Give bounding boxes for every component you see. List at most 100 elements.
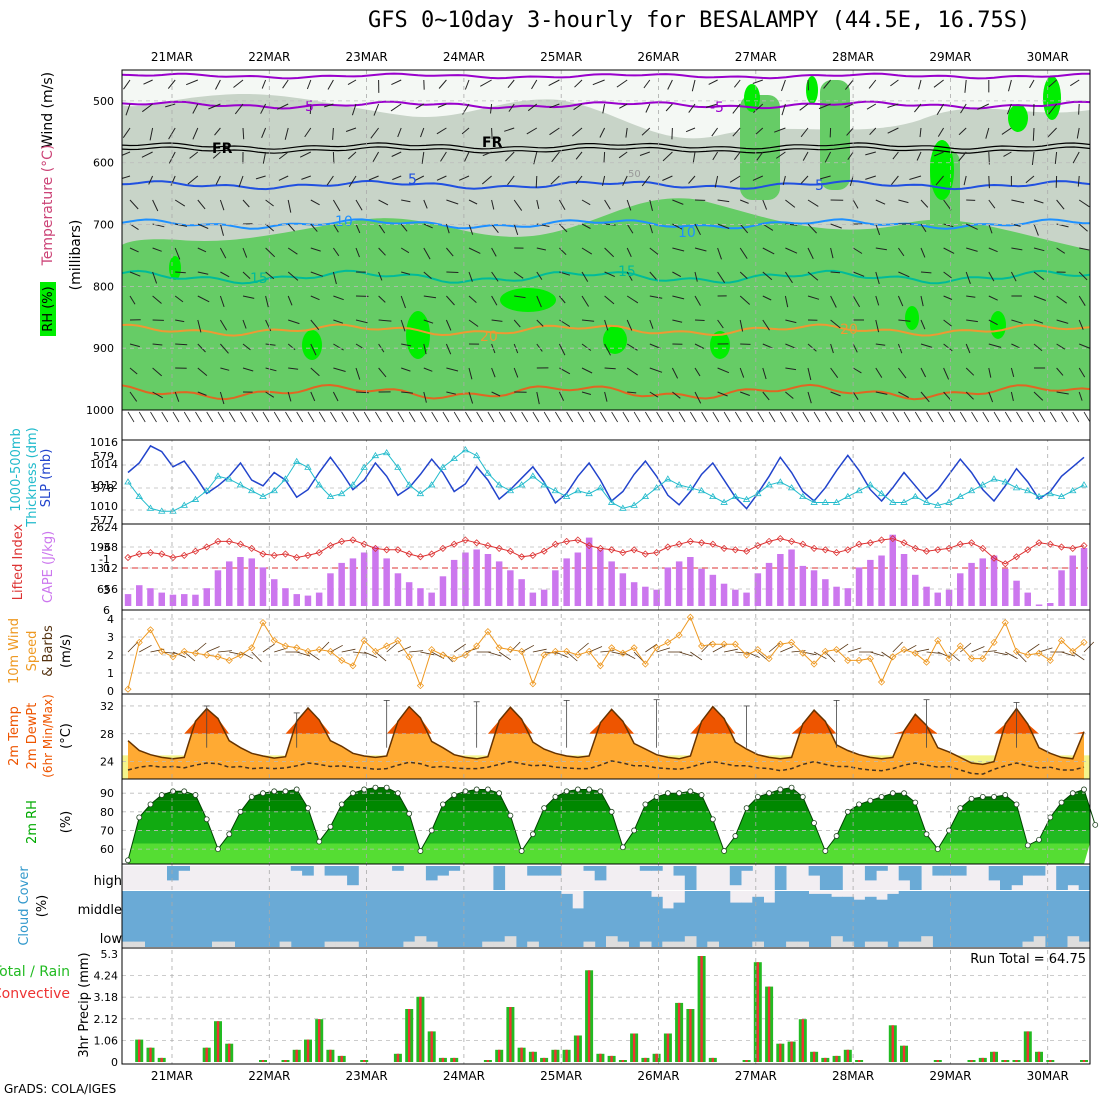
wind-barb — [288, 367, 299, 370]
isotherm-15 — [122, 269, 1090, 285]
wind-speed-marker — [889, 653, 897, 661]
cape-bar — [237, 557, 244, 606]
wind-barb — [705, 103, 718, 108]
thickness-marker — [619, 504, 627, 511]
cloud-bar-middle — [583, 891, 596, 920]
cloud-bar-high — [954, 866, 967, 876]
thickness-marker — [911, 492, 920, 500]
rh-marker — [732, 833, 739, 839]
wind-barb — [152, 391, 163, 399]
wind-barb — [310, 223, 318, 232]
wind-barb — [774, 127, 786, 133]
wind-speed-marker — [270, 637, 278, 645]
slp-panel-frame — [121, 439, 1091, 525]
surface-barb — [498, 411, 506, 423]
wind-barb-10m — [915, 648, 930, 653]
slp-tick-label: 1010 — [90, 500, 118, 513]
thickness-marker — [315, 481, 323, 488]
precip-convective-bar — [565, 1049, 568, 1062]
wind-barb — [505, 151, 515, 162]
wind-barb — [401, 271, 411, 275]
thickness-marker — [607, 498, 616, 505]
wind-axis-title: Wind (m/s) — [40, 72, 56, 148]
cloud-bar-high — [1022, 866, 1035, 876]
wind-barb — [845, 79, 854, 90]
wind-speed-marker — [439, 651, 447, 659]
wind-barb — [508, 103, 515, 112]
precip-axis-title: 3hr Precip (mm) — [77, 952, 92, 1057]
cloud-bar-middle — [212, 891, 224, 920]
wind-barb — [392, 175, 402, 181]
wind-barb-10m — [453, 643, 466, 653]
cloud-bar-low — [842, 941, 855, 947]
wind-barb — [581, 367, 593, 374]
wind-speed-marker — [551, 647, 559, 655]
wind-barb — [220, 271, 230, 278]
wind-barb — [1078, 223, 1088, 232]
wind-barb — [626, 367, 638, 376]
cape-bar — [1002, 568, 1009, 606]
rh-marker — [867, 797, 874, 804]
wind-barb — [865, 151, 876, 156]
cloud-bar-middle — [1067, 891, 1080, 920]
thickness-marker — [337, 489, 346, 497]
thickness-marker — [1069, 486, 1077, 494]
lifted-index-marker — [484, 542, 492, 550]
wind-barb — [458, 175, 470, 181]
rh-marker — [305, 805, 311, 811]
precip-tick-label: 3.18 — [94, 991, 119, 1004]
cloud-bar-high — [583, 866, 596, 871]
wind-barb-10m — [521, 644, 535, 653]
cape-bar — [765, 562, 773, 606]
thickness-marker — [697, 486, 706, 494]
wind-barb — [762, 271, 773, 281]
cloud-bar-high — [819, 866, 832, 890]
cloud-bar-middle — [493, 891, 506, 920]
cape-panel-frame — [121, 523, 1091, 611]
surface-barb — [1049, 411, 1057, 423]
wind-barb — [391, 79, 402, 86]
precip-convective-bar — [767, 986, 771, 1062]
precip-convective-bar — [655, 1053, 658, 1062]
precip-convective-bar — [644, 1057, 647, 1062]
surface-barb — [847, 411, 855, 423]
lifted-index-marker — [743, 547, 751, 555]
wind-barb — [1056, 343, 1066, 350]
cloud-bar-middle — [335, 891, 348, 920]
thickness-marker — [675, 481, 683, 488]
wind-barb — [559, 223, 568, 233]
wind-barb — [708, 79, 718, 85]
surface-barb — [1038, 411, 1046, 423]
cloud-bar-high — [876, 866, 888, 871]
cloud-bar-middle — [516, 891, 528, 920]
cloud-bar-low — [1022, 941, 1035, 947]
cape-bar — [439, 576, 447, 606]
cape-bar — [394, 573, 402, 606]
wind-barb — [152, 295, 162, 304]
rh-marker — [563, 788, 570, 795]
thickness-marker — [529, 472, 537, 479]
rh-marker — [822, 848, 829, 854]
lifted-index-marker — [225, 537, 233, 545]
cloud-bar-low — [673, 941, 686, 947]
surface-barb — [206, 411, 214, 423]
wind-speed-marker — [934, 637, 942, 645]
thickness-marker — [562, 492, 571, 500]
wind-barb — [717, 223, 730, 229]
wind-barb — [1025, 175, 1035, 184]
wind-barb — [165, 103, 176, 108]
precip-convective-bar — [689, 1009, 692, 1062]
lifted-index-marker — [1046, 540, 1054, 548]
wind-barb — [192, 127, 199, 140]
chart-title: GFS 0~10day 3-hourly for BESALAMPY (44.5… — [368, 8, 1031, 33]
wind-barb — [332, 151, 335, 164]
slp-axis-title: SLP (mb) — [39, 449, 54, 508]
lifted-index-marker — [821, 546, 829, 554]
surface-barb — [195, 411, 202, 423]
lifted-index-marker — [900, 539, 908, 547]
surface-barb — [768, 411, 776, 423]
wind-barb — [468, 199, 478, 205]
wind-barb — [212, 151, 221, 159]
precip-convective-bar — [936, 1060, 939, 1062]
wind-barb — [238, 175, 244, 188]
